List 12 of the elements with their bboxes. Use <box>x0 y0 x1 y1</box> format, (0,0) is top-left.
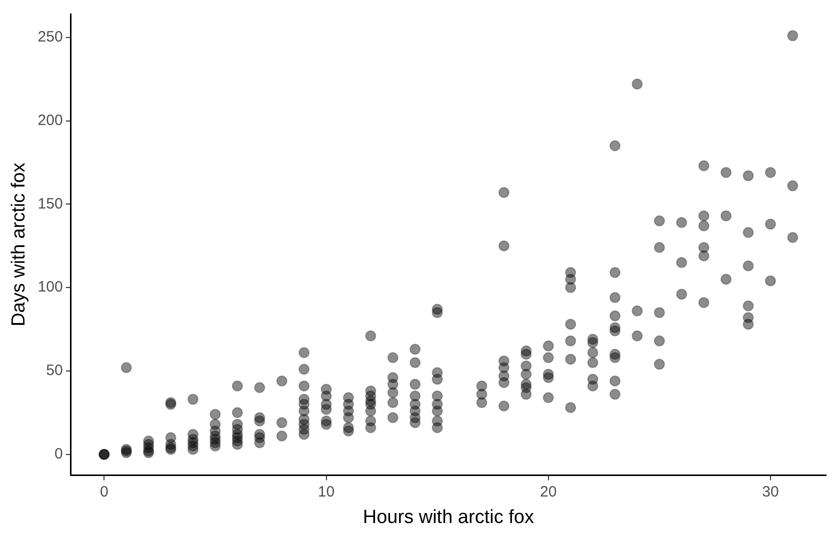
y-tick-label: 200 <box>38 112 63 129</box>
x-tick-label: 0 <box>100 483 108 500</box>
y-axis-title: Days with arctic fox <box>8 162 30 326</box>
y-tick-label: 100 <box>38 278 63 296</box>
x-tick-label: 10 <box>318 483 335 500</box>
x-tick-label: 30 <box>762 483 779 500</box>
y-tick-label: 50 <box>46 362 63 380</box>
y-tick-label: 250 <box>38 28 63 46</box>
x-tick-label: 20 <box>540 483 557 500</box>
x-axis-title: Hours with arctic fox <box>362 506 534 528</box>
y-tick-label: 150 <box>38 195 63 212</box>
y-tick-label: 0 <box>54 445 63 462</box>
